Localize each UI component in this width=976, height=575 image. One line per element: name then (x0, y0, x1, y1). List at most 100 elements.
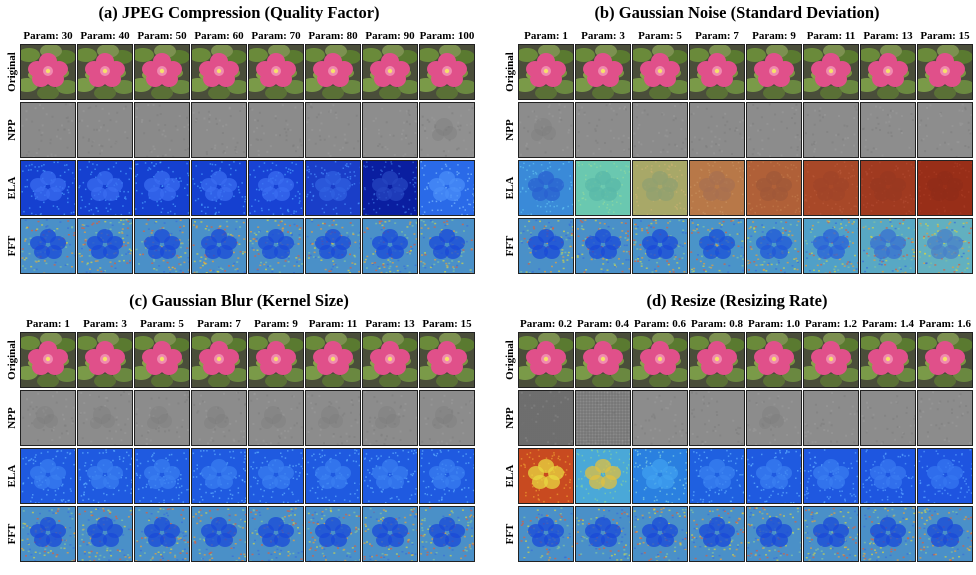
param-label: Param: 50 (137, 30, 187, 42)
param-label: Param: 11 (308, 318, 358, 330)
npp-image (20, 102, 76, 158)
ela-image (746, 160, 802, 216)
npp-map-graphic (78, 103, 132, 157)
original-map-graphic (306, 45, 360, 99)
row-label: NPP (502, 102, 518, 158)
fft-map-graphic (78, 219, 132, 273)
fft-map-graphic (576, 219, 630, 273)
fft-image (419, 218, 475, 274)
ela-map-graphic (918, 449, 972, 503)
fft-image (689, 506, 745, 562)
param-label: Param: 7 (197, 318, 241, 330)
param-label: Param: 11 (806, 30, 856, 42)
param-label: Param: 15 (422, 318, 472, 330)
original-map-graphic (420, 45, 474, 99)
npp-image (20, 390, 76, 446)
fft-map-graphic (861, 507, 915, 561)
row-label: Original (4, 44, 20, 100)
npp-image (746, 102, 802, 158)
row-ela: ELA (4, 160, 475, 216)
ela-map-graphic (519, 449, 573, 503)
fft-map-graphic (519, 219, 573, 273)
fft-image (191, 218, 247, 274)
original-map-graphic (804, 45, 858, 99)
fft-map-graphic (420, 219, 474, 273)
ela-image (860, 160, 916, 216)
column-labels: Param: 1 Param: 3 Param: 5 Param: 7 Param: 9… (20, 317, 474, 331)
param-label: Param: 1.4 (862, 318, 914, 330)
column-labels: Param: 30 Param: 40 Param: 50 Param: 60 Para… (20, 29, 474, 43)
npp-map-graphic (306, 391, 360, 445)
ela-image (191, 160, 247, 216)
npp-map-graphic (192, 391, 246, 445)
ela-image (362, 160, 418, 216)
npp-image (362, 390, 418, 446)
npp-image (917, 102, 973, 158)
ela-image (248, 448, 304, 504)
row-fft: FFT (4, 506, 475, 562)
fft-map-graphic (249, 507, 303, 561)
npp-map-graphic (690, 103, 744, 157)
original-image (20, 332, 76, 388)
ela-image (191, 448, 247, 504)
fft-map-graphic (306, 219, 360, 273)
original-image (191, 332, 247, 388)
npp-map-graphic (576, 391, 630, 445)
ela-image (20, 160, 76, 216)
fft-map-graphic (192, 507, 246, 561)
fft-image (632, 218, 688, 274)
param-label: Param: 3 (581, 30, 625, 42)
npp-map-graphic (519, 103, 573, 157)
ela-image (689, 160, 745, 216)
fft-image (803, 218, 859, 274)
row-label: NPP (4, 102, 20, 158)
original-map-graphic (78, 333, 132, 387)
original-image (860, 332, 916, 388)
ela-map-graphic (78, 161, 132, 215)
ela-image (518, 448, 574, 504)
original-image (77, 44, 133, 100)
param-label: Param: 1 (524, 30, 568, 42)
row-ela: ELA (4, 448, 475, 504)
ela-map-graphic (363, 161, 417, 215)
original-map-graphic (135, 333, 189, 387)
npp-map-graphic (21, 391, 75, 445)
column-labels: Param: 1 Param: 3 Param: 5 Param: 7 Param: 9… (518, 29, 972, 43)
original-image (632, 44, 688, 100)
npp-map-graphic (192, 103, 246, 157)
original-map-graphic (918, 45, 972, 99)
ela-map-graphic (576, 449, 630, 503)
original-image (803, 44, 859, 100)
npp-image (305, 390, 361, 446)
row-label: FFT (4, 218, 20, 274)
param-label: Param: 0.4 (577, 318, 629, 330)
fft-image (689, 218, 745, 274)
row-npp: NPP (502, 390, 973, 446)
original-image (575, 332, 631, 388)
row-label-text: FFT (6, 235, 18, 257)
ela-image (746, 448, 802, 504)
ela-map-graphic (420, 161, 474, 215)
npp-image (191, 390, 247, 446)
ela-map-graphic (21, 161, 75, 215)
row-label: Original (502, 44, 518, 100)
original-map-graphic (192, 45, 246, 99)
panel-title: (b) Gaussian Noise (Standard Deviation) (594, 3, 880, 22)
original-map-graphic (249, 45, 303, 99)
original-image (917, 44, 973, 100)
original-image (575, 44, 631, 100)
row-label: FFT (502, 506, 518, 562)
original-image (305, 44, 361, 100)
ela-map-graphic (576, 161, 630, 215)
original-map-graphic (747, 333, 801, 387)
fft-map-graphic (690, 507, 744, 561)
ela-map-graphic (918, 161, 972, 215)
npp-map-graphic (804, 103, 858, 157)
param-label: Param: 1 (26, 318, 70, 330)
ela-image (134, 160, 190, 216)
fft-image (746, 506, 802, 562)
panel-title: (c) Gaussian Blur (Kernel Size) (129, 291, 349, 310)
row-label-text: FFT (504, 523, 516, 545)
npp-map-graphic (747, 391, 801, 445)
npp-map-graphic (21, 103, 75, 157)
